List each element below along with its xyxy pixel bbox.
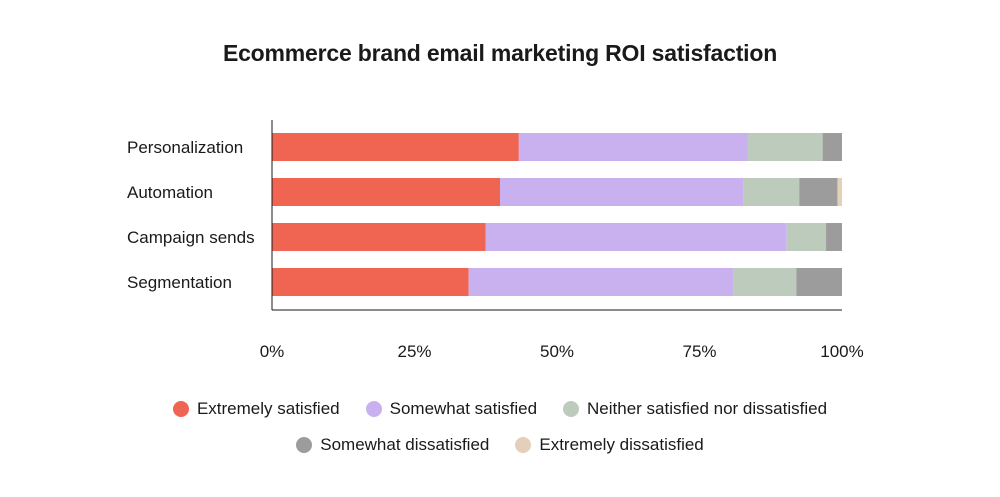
- bar-segmentation-series-1: [468, 268, 734, 296]
- x-tick-label: 25%: [397, 342, 431, 361]
- bar-segmentation-series-3: [796, 268, 842, 296]
- legend-label: Extremely satisfied: [196, 399, 340, 418]
- x-tick-label: 100%: [820, 342, 863, 361]
- bar-personalization-series-0: [272, 133, 519, 161]
- legend-swatch: [365, 401, 382, 417]
- legend-swatch: [563, 401, 580, 417]
- legend-row-2: Somewhat dissatisfied Extremely dissatisf…: [0, 435, 1000, 455]
- bar-automation-series-2: [743, 178, 800, 206]
- bars-layer: [272, 133, 842, 296]
- x-tick-label: 0%: [260, 342, 285, 361]
- legend-label: Somewhat satisfied: [389, 399, 538, 418]
- legend-label: Somewhat dissatisfied: [320, 435, 490, 454]
- bar-campaign-sends-series-2: [786, 223, 827, 251]
- bar-automation-series-3: [799, 178, 838, 206]
- bar-personalization-series-3: [822, 133, 842, 161]
- legend-label: Extremely dissatisfied: [539, 435, 704, 454]
- chart-title: Ecommerce brand email marketing ROI sati…: [222, 40, 778, 66]
- x-tick-label: 50%: [540, 342, 574, 361]
- x-tick-labels: 0% 25% 50% 75% 100%: [260, 342, 864, 361]
- category-label: Segmentation: [127, 273, 232, 292]
- category-label: Automation: [127, 183, 213, 202]
- bar-automation-series-0: [272, 178, 500, 206]
- bar-automation-series-4: [837, 178, 842, 206]
- legend-item: Extremely dissatisfied: [515, 435, 704, 455]
- legend-item: Somewhat dissatisfied: [296, 435, 489, 455]
- bar-segmentation-series-2: [733, 268, 797, 296]
- bar-campaign-sends-series-0: [272, 223, 486, 251]
- category-label: Personalization: [127, 138, 243, 157]
- category-label: Campaign sends: [127, 228, 255, 247]
- category-labels: Personalization Automation Campaign sends S…: [127, 138, 255, 292]
- legend-row-1: Extremely satisfied Somewhat satisfied Nei…: [0, 399, 1000, 419]
- x-tick-label: 75%: [682, 342, 716, 361]
- bar-automation-series-1: [500, 178, 744, 206]
- legend-item: Extremely satisfied: [172, 399, 340, 419]
- legend-item: Neither satisfied nor dissatisfied: [563, 399, 827, 419]
- bar-personalization-series-1: [518, 133, 748, 161]
- legend-swatch: [515, 437, 532, 453]
- bar-personalization-series-2: [747, 133, 823, 161]
- legend-swatch: [296, 437, 313, 453]
- legend-swatch: [172, 401, 189, 417]
- bar-campaign-sends-series-1: [485, 223, 787, 251]
- legend-item: Somewhat satisfied: [365, 399, 538, 419]
- bar-campaign-sends-series-3: [826, 223, 842, 251]
- bar-segmentation-series-0: [272, 268, 469, 296]
- legend-label: Neither satisfied nor dissatisfied: [587, 399, 828, 418]
